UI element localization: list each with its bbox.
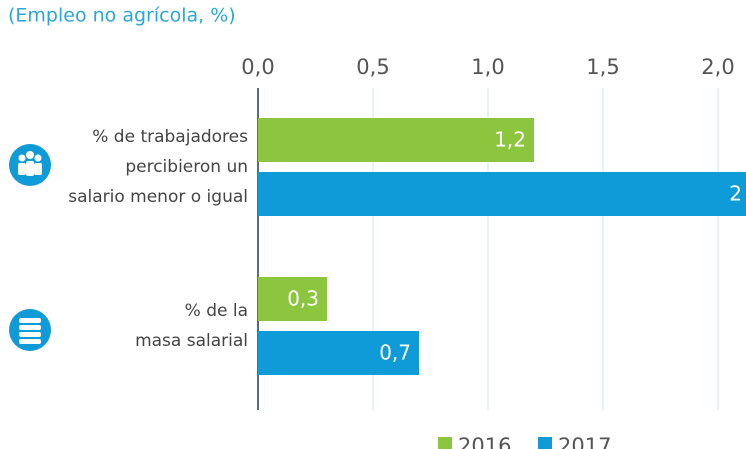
legend-label: 2017 bbox=[558, 434, 611, 449]
chart-title: (Empleo no agrícola, %) bbox=[8, 5, 236, 27]
value-label: 0,7 bbox=[379, 341, 411, 365]
x-tick-label: 0,0 bbox=[241, 55, 274, 79]
legend-label: 2016 bbox=[458, 434, 511, 449]
value-label: 2 bbox=[729, 182, 742, 206]
x-tick-label: 0,5 bbox=[356, 55, 389, 79]
bar bbox=[258, 277, 327, 321]
category-label: % de la masa salarial bbox=[135, 301, 248, 351]
bar bbox=[258, 118, 534, 162]
x-tick-label: 1,5 bbox=[586, 55, 619, 79]
icon-workers bbox=[9, 144, 51, 186]
value-label: 1,2 bbox=[494, 128, 526, 152]
value-label: 0,3 bbox=[287, 287, 319, 311]
legend-swatch bbox=[538, 437, 552, 449]
bar bbox=[258, 172, 746, 216]
icon-coins bbox=[9, 309, 51, 351]
bar bbox=[258, 331, 419, 375]
legend-swatch bbox=[438, 437, 452, 449]
category-label: % de trabajadores percibieron un salario m… bbox=[68, 127, 248, 207]
x-tick-label: 1,0 bbox=[471, 55, 504, 79]
x-tick-label: 2,0 bbox=[701, 55, 734, 79]
